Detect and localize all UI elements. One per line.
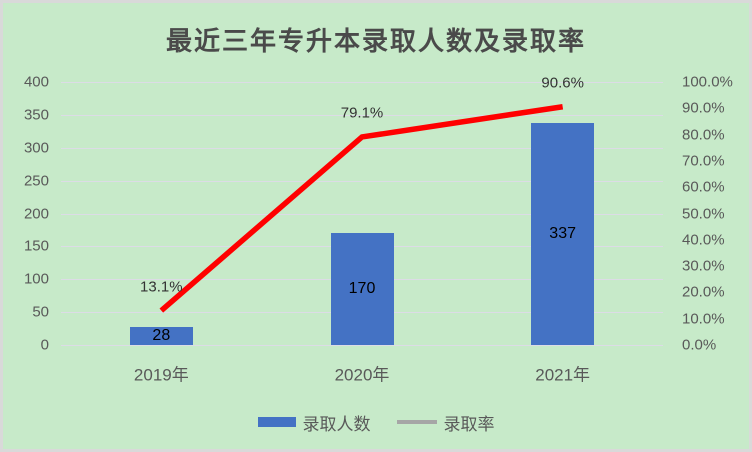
left-axis-tick: 350 [23,106,49,124]
right-axis-tick: 70.0% [682,152,725,170]
left-axis-tick: 50 [32,303,49,321]
right-axis-tick: 90.0% [682,99,725,117]
x-axis-label-2020年: 2020年 [334,365,390,385]
left-axis-tick: 300 [23,139,49,157]
right-axis-tick: 10.0% [682,310,725,328]
right-axis-tick: 80.0% [682,126,725,144]
bar-2019年 [129,326,193,345]
left-axis-tick: 100 [23,270,49,288]
legend: 录取人数 录取率 [3,408,749,436]
legend-bar-swatch-icon [257,417,296,427]
bar-data-label: 28 [152,326,171,344]
left-axis-tick: 0 [40,336,49,354]
legend-label-bars: 录取人数 [302,414,371,434]
right-axis-tick: 60.0% [682,178,725,196]
right-axis-tick: 0.0% [682,336,717,354]
line-data-label: 13.1% [140,278,183,296]
right-axis-tick: 30.0% [682,257,725,275]
chart-title: 最近三年专升本录取人数及录取率 [165,27,586,57]
right-axis-tick: 20.0% [682,283,725,301]
legend-item-bars: 录取人数 [257,410,371,435]
bar-data-label: 337 [549,225,577,243]
left-axis-tick: 400 [23,73,49,91]
right-axis-tick: 50.0% [682,205,725,222]
line-data-label: 79.1% [340,104,384,122]
line-data-label: 90.6% [541,74,584,92]
legend-item-line: 录取率 [396,410,495,435]
right-axis-tick: 40.0% [682,231,725,249]
gridline [61,82,663,83]
legend-label-line: 录取率 [443,414,495,434]
x-axis-label-2019年: 2019年 [133,365,189,385]
gridline [61,345,663,346]
left-axis-tick: 250 [23,172,49,190]
x-axis-label-2021年: 2021年 [535,365,591,385]
right-axis-tick: 100.0% [682,73,733,91]
legend-line-swatch-icon [396,420,437,424]
left-axis-tick: 200 [23,205,49,222]
left-axis-tick: 150 [23,237,49,255]
bar-data-label: 170 [348,280,376,298]
